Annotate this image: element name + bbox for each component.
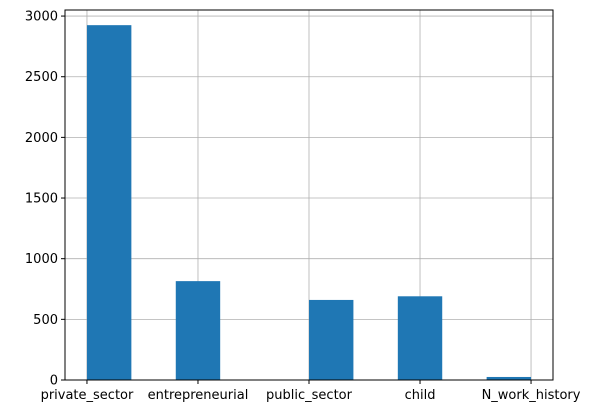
y-tick-label: 2500	[25, 70, 58, 85]
y-tick-label: 0	[50, 374, 58, 389]
y-tick-label: 1000	[25, 252, 58, 267]
y-tick-label: 1500	[25, 192, 58, 207]
x-tick-label: public_sector	[266, 388, 353, 403]
x-tick-label: child	[405, 388, 436, 403]
bars	[86, 25, 532, 380]
bar-child	[397, 296, 443, 380]
axis-ticks: 0 500 1000 1500 2000 2500 3000 private_sector en…	[25, 10, 581, 403]
bar-private_sector	[86, 25, 132, 380]
y-tick-label: 500	[33, 313, 58, 328]
bar-public_sector	[309, 299, 354, 380]
x-tick-label: entrepreneurial	[148, 388, 249, 403]
x-tick-label: N_work_history	[482, 388, 581, 403]
y-tick-label: 3000	[25, 10, 58, 25]
x-tick-label: private_sector	[41, 388, 134, 403]
bar-entrepreneurial	[175, 281, 221, 380]
bar-N_work_history	[486, 376, 532, 380]
y-tick-label: 2000	[25, 131, 58, 146]
